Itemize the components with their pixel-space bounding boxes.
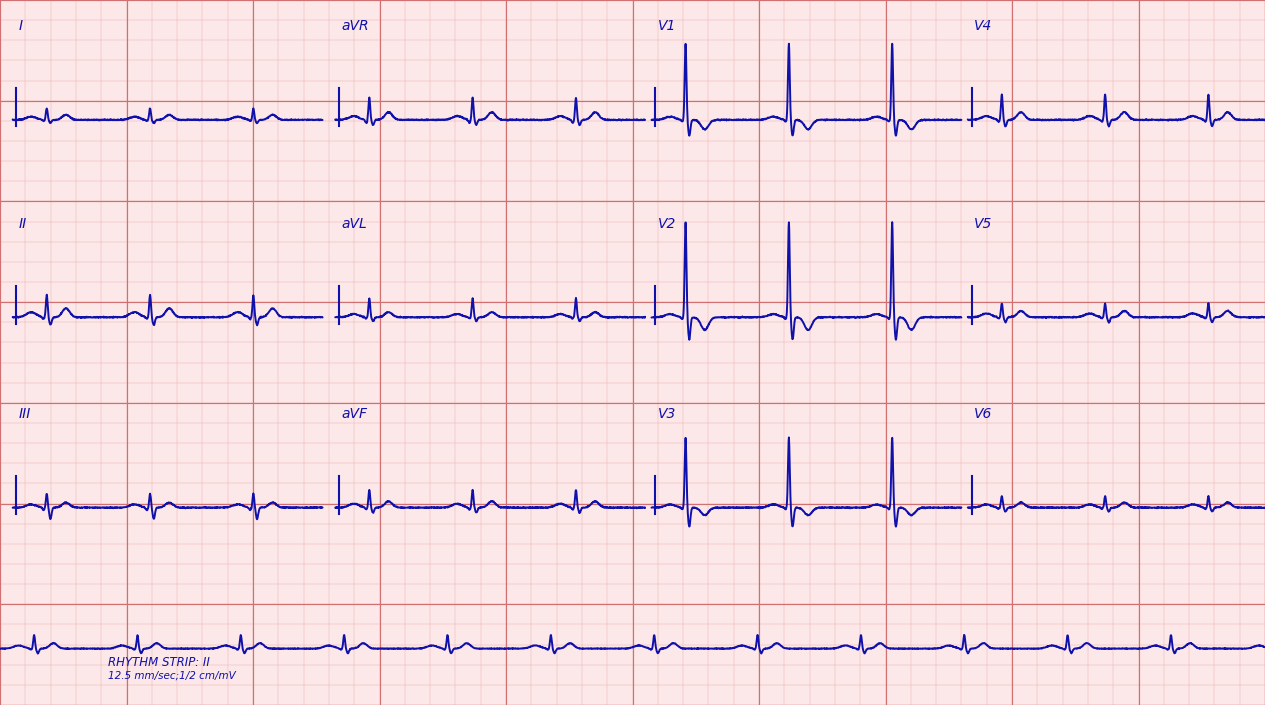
Text: I: I [19,19,23,33]
Text: aVL: aVL [342,216,367,231]
Text: V6: V6 [974,407,993,421]
Text: 12.5 mm/sec;1/2 cm/mV: 12.5 mm/sec;1/2 cm/mV [108,670,235,680]
Text: aVR: aVR [342,19,369,33]
Text: aVF: aVF [342,407,368,421]
Text: V2: V2 [658,216,677,231]
Text: II: II [19,216,28,231]
Text: RHYTHM STRIP: II: RHYTHM STRIP: II [108,656,210,669]
Text: III: III [19,407,32,421]
Text: V4: V4 [974,19,993,33]
Text: V5: V5 [974,216,993,231]
Text: V1: V1 [658,19,677,33]
Text: V3: V3 [658,407,677,421]
